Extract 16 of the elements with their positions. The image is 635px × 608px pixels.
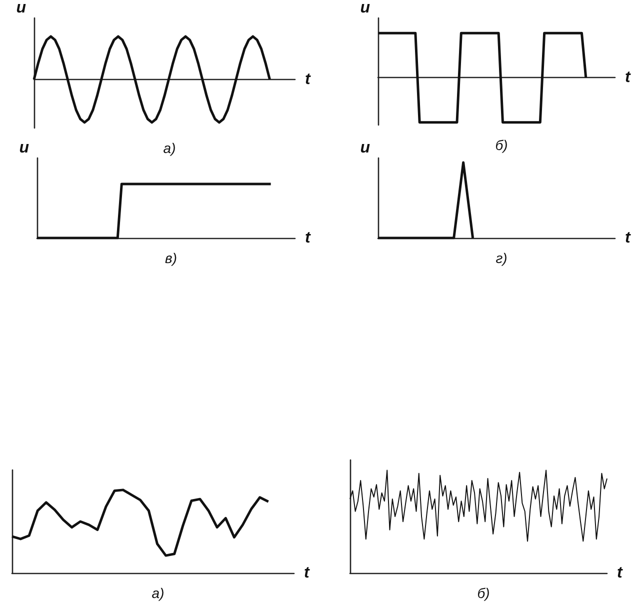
y-axis-title: u — [360, 0, 370, 16]
text: а) — [163, 140, 176, 156]
text: б) — [495, 137, 508, 153]
y-axis-title: u — [16, 0, 26, 16]
x-axis-title: t — [625, 69, 631, 86]
x-axis-title: t — [304, 564, 310, 582]
text: б) — [477, 585, 490, 601]
text: в) — [165, 250, 177, 266]
text: а) — [152, 585, 164, 601]
text: г) — [496, 250, 508, 266]
y-axis-title: u — [360, 140, 370, 156]
x-axis-title: t — [305, 70, 311, 88]
x-axis-title: t — [617, 564, 623, 582]
x-axis-title: t — [625, 230, 631, 246]
y-axis-title: u — [19, 140, 30, 156]
x-axis-title: t — [305, 230, 311, 246]
